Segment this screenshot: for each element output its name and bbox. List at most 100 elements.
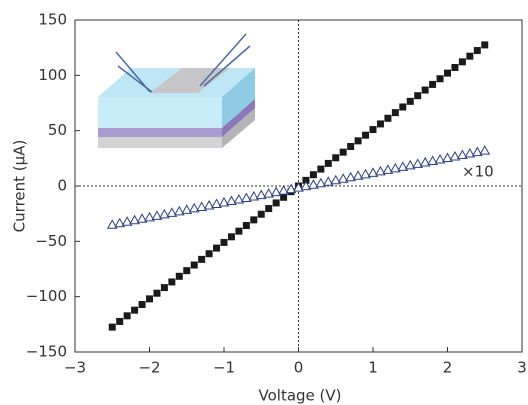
square-marker [406,97,414,105]
y-tick-label: 0 [57,177,67,195]
triangle-marker [412,158,424,168]
square-marker [265,205,273,213]
triangle-marker [211,198,222,208]
square-marker [369,126,377,134]
square-marker [138,301,146,309]
square-marker [198,255,206,263]
square-marker [160,284,168,292]
square-marker [399,103,407,111]
triangle-marker [173,205,185,216]
square-marker [354,137,362,145]
y-tick-label: 150 [38,11,67,29]
square-marker [168,278,176,286]
triangle-marker [322,176,334,186]
triangle-marker [166,207,178,217]
square-marker [376,120,384,128]
triangle-marker [389,162,401,173]
inset-device [98,33,255,148]
triangle-marker [114,217,126,228]
x-tick-label: 1 [368,359,378,377]
square-marker [473,47,481,55]
triangle-marker [233,194,245,204]
square-marker [481,41,489,49]
square-marker [302,176,310,184]
triangle-marker [442,152,453,163]
triangle-marker [471,146,483,157]
y-tick-label: 100 [38,66,67,84]
device-layer [98,97,222,128]
triangle-marker [278,185,289,195]
square-marker [220,238,228,246]
square-marker [324,159,332,167]
device-side [222,108,255,148]
square-marker [257,210,265,218]
device-layer [98,137,222,148]
x-tick-label: 3 [517,359,527,377]
square-marker [235,227,243,235]
square-marker [384,114,392,122]
y-tick-label: −50 [35,232,67,250]
square-marker [280,193,288,201]
y-tick-label: −100 [26,287,67,305]
x-tick-label: 2 [443,359,453,377]
square-marker [205,250,213,258]
square-marker [183,267,191,275]
square-marker [108,323,116,331]
triangle-marker [136,213,148,223]
triangle-marker [315,177,327,188]
square-marker [227,233,235,241]
square-marker [339,148,347,156]
square-marker [131,306,139,314]
square-marker [332,154,340,162]
triangle-marker [188,202,200,213]
triangle-marker [330,174,342,185]
triangle-marker [270,186,282,197]
triangle-marker [285,183,297,194]
triangle-marker [308,179,319,189]
device-layer [98,128,222,137]
triangle-marker [218,196,230,207]
x-axis-label: Voltage (V) [259,387,342,405]
x-tick-label: −2 [138,359,160,377]
square-marker [153,289,161,297]
device-side [222,68,255,128]
triangle-marker [352,170,364,180]
triangle-marker [255,189,267,200]
square-marker [242,222,250,230]
square-marker [175,272,183,280]
triangle-marker [479,145,491,155]
triangle-marker [449,150,461,161]
square-marker [436,75,444,83]
triangle-marker [360,168,371,179]
square-marker [317,165,325,173]
triangle-marker [419,156,431,167]
triangle-marker [367,167,379,177]
square-marker [116,317,124,325]
square-marker [414,92,422,100]
triangle-marker [248,191,260,201]
triangle-marker [434,153,446,164]
square-marker [146,295,153,303]
triangle-marker [159,208,170,219]
triangle-marker [240,192,252,203]
probe [117,65,153,93]
triangle-marker [293,182,304,192]
triangle-marker [382,164,394,174]
square-marker [272,199,280,207]
triangle-marker [263,188,275,198]
triangle-marker [337,173,349,183]
square-marker [190,261,198,269]
square-marker [347,142,355,150]
square-marker [213,244,221,252]
triangle-marker [151,210,163,220]
triangle-marker [226,195,237,206]
triangle-marker [345,171,357,182]
square-marker [466,52,474,60]
square-marker [444,69,451,77]
triangle-marker [427,155,438,165]
y-tick-label: 50 [48,121,67,139]
triangle-marker [203,199,215,210]
triangle-marker [129,214,140,225]
square-marker [309,171,317,179]
